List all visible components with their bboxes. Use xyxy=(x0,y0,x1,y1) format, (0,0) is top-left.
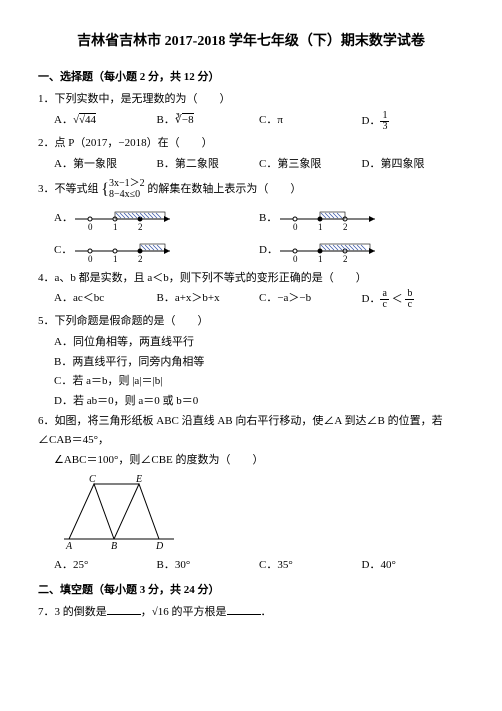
q5-opt-d: D．若 ab＝0，则 a＝0 或 b＝0 xyxy=(54,392,464,411)
q5-opt-c: C．若 a＝b，则 |a|＝|b| xyxy=(54,372,464,391)
page-title: 吉林省吉林市 2017-2018 学年七年级（下）期末数学试卷 xyxy=(38,30,464,54)
q4-opt-b: B．a+x＞b+x xyxy=(157,289,260,310)
q3-opt-c: C． 0 1 2 xyxy=(54,237,259,265)
svg-text:E: E xyxy=(135,474,142,485)
question-4: 4．a、b 都是实数，且 a＜b，则下列不等式的变形正确的是（ ） xyxy=(38,269,464,288)
blank-2 xyxy=(227,604,261,615)
q3-options-row1: A． 0 1 2 B． 0 1 xyxy=(54,205,464,233)
numberline-c-icon: 0 1 2 xyxy=(70,237,180,265)
q1-opt-d: D．13 xyxy=(362,111,465,132)
q4-opt-a: A．ac＜bc xyxy=(54,289,157,310)
question-6-line1: 6．如图，将三角形纸板 ABC 沿直线 AB 向右平行移动，使∠A 到达∠B 的… xyxy=(38,412,464,449)
question-7: 7．3 的倒数是，√16 的平方根是． xyxy=(38,603,464,622)
q2-opt-d: D．第四象限 xyxy=(362,155,465,174)
q3-opt-b: B． 0 1 2 xyxy=(259,205,464,233)
section-2-heading: 二、填空题（每小题 3 分，共 24 分） xyxy=(38,581,464,600)
svg-text:2: 2 xyxy=(343,222,348,232)
question-6-line2: ∠ABC＝100°，则∠CBE 的度数为（ ） xyxy=(54,451,464,470)
numberline-d-icon: 0 1 2 xyxy=(275,237,385,265)
numberline-b-icon: 0 1 2 xyxy=(275,205,385,233)
question-1: 1．下列实数中，是无理数的为（ ） xyxy=(38,90,464,109)
q6-options: A．25° B．30° C．35° D．40° xyxy=(54,556,464,575)
svg-text:2: 2 xyxy=(138,254,143,264)
svg-text:1: 1 xyxy=(318,254,323,264)
svg-text:0: 0 xyxy=(88,254,93,264)
svg-text:0: 0 xyxy=(293,222,298,232)
svg-text:C: C xyxy=(89,474,96,485)
q6-diagram: A B C D E xyxy=(54,474,464,552)
q2-opt-a: A．第一象限 xyxy=(54,155,157,174)
svg-text:A: A xyxy=(65,541,73,552)
q3-opt-d: D． 0 1 2 xyxy=(259,237,464,265)
svg-text:0: 0 xyxy=(88,222,93,232)
q4-opt-d: D．ac ＜ bc xyxy=(362,289,465,310)
q2-options: A．第一象限 B．第二象限 C．第三象限 D．第四象限 xyxy=(54,155,464,174)
question-5: 5．下列命题是假命题的是（ ） xyxy=(38,312,464,331)
q6-opt-c: C．35° xyxy=(259,556,362,575)
q1-opt-b: B．∛−8 xyxy=(157,111,260,132)
triangle-diagram-icon: A B C D E xyxy=(54,474,184,552)
q4-opt-c: C．−a＞−b xyxy=(259,289,362,310)
q3-options-row2: C． 0 1 2 D． 0 1 xyxy=(54,237,464,265)
svg-text:1: 1 xyxy=(113,254,118,264)
q6-opt-b: B．30° xyxy=(157,556,260,575)
q2-opt-b: B．第二象限 xyxy=(157,155,260,174)
q5-opt-b: B．两直线平行，同旁内角相等 xyxy=(54,353,464,372)
exam-page: 吉林省吉林市 2017-2018 学年七年级（下）期末数学试卷 一、选择题（每小… xyxy=(0,0,502,711)
svg-text:2: 2 xyxy=(343,254,348,264)
q6-opt-d: D．40° xyxy=(362,556,465,575)
numberline-a-icon: 0 1 2 xyxy=(70,205,180,233)
q1-text: 1．下列实数中，是无理数的为（ ） xyxy=(38,93,231,105)
blank-1 xyxy=(107,604,141,615)
q5-options: A．同位角相等，两直线平行 B．两直线平行，同旁内角相等 C．若 a＝b，则 |… xyxy=(38,333,464,411)
q5-opt-a: A．同位角相等，两直线平行 xyxy=(54,333,464,352)
question-3: 3．不等式组 { 3x−1＞2 8−4x≤0 的解集在数轴上表示为（ ） xyxy=(38,176,464,203)
q1-opt-c: C．π xyxy=(259,111,362,132)
section-1-heading: 一、选择题（每小题 2 分，共 12 分） xyxy=(38,68,464,87)
svg-text:1: 1 xyxy=(113,222,118,232)
q1-options: A．√√44 B．∛−8 C．π D．13 xyxy=(54,111,464,132)
q2-opt-c: C．第三象限 xyxy=(259,155,362,174)
svg-text:1: 1 xyxy=(318,222,323,232)
svg-text:B: B xyxy=(111,541,117,552)
svg-text:2: 2 xyxy=(138,222,143,232)
svg-text:0: 0 xyxy=(293,254,298,264)
q6-opt-a: A．25° xyxy=(54,556,157,575)
q4-options: A．ac＜bc B．a+x＞b+x C．−a＞−b D．ac ＜ bc xyxy=(54,289,464,310)
q1-opt-a: A．√√44 xyxy=(54,111,157,132)
question-2: 2．点 P（2017，−2018）在（ ） xyxy=(38,134,464,153)
q3-opt-a: A． 0 1 2 xyxy=(54,205,259,233)
svg-text:D: D xyxy=(155,541,164,552)
